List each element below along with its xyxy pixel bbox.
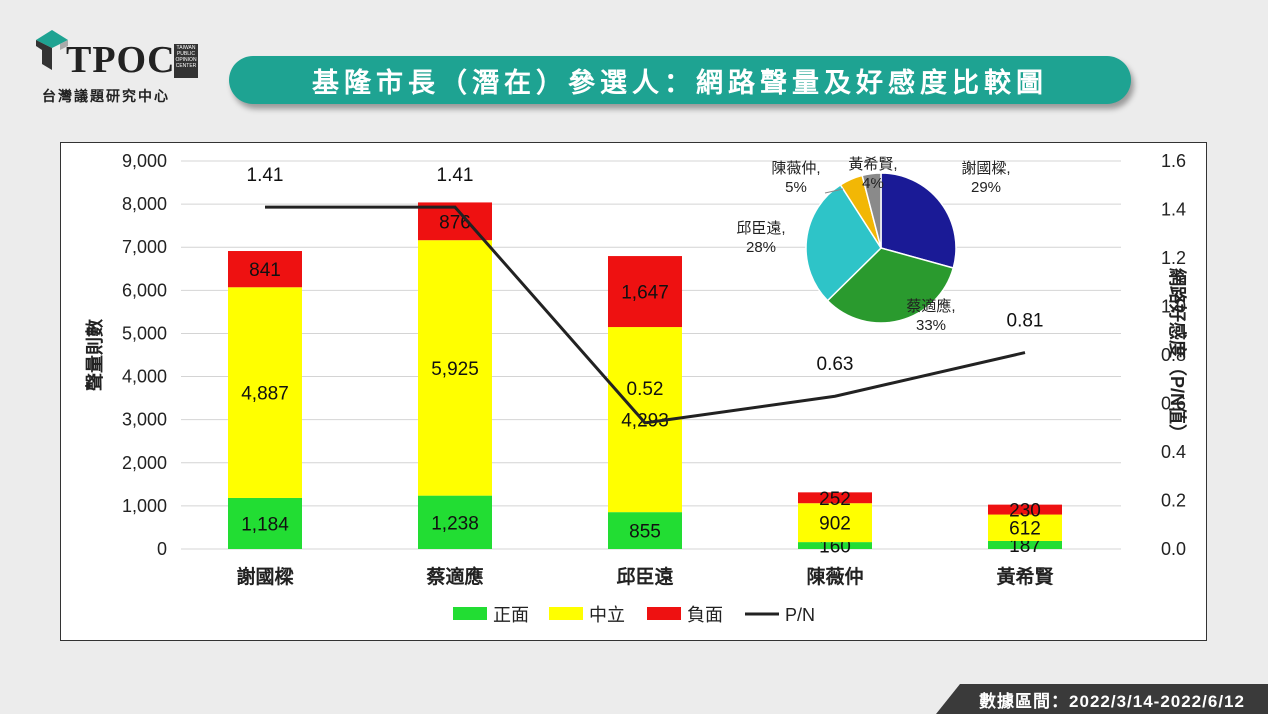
legend-label: P/N xyxy=(785,605,815,625)
bar-segment xyxy=(228,287,302,498)
legend-swatch xyxy=(549,607,583,620)
pie-slice-percent: 29% xyxy=(971,179,1001,196)
x-tick-label: 邱臣遠 xyxy=(616,566,673,588)
y-tick-label: 9,000 xyxy=(122,151,167,171)
pie-slice-name: 蔡適應, xyxy=(906,297,955,315)
page-title: 基隆市長（潛在）參選人：網路聲量及好感度比較圖 xyxy=(229,56,1131,104)
y-tick-label: 3,000 xyxy=(122,410,167,430)
combo-chart: 0 1,000 2,000 3,000 4,000 5,000 6,000 7,000 8,00… xyxy=(84,151,1188,625)
y-tick-label: 5,000 xyxy=(122,323,167,343)
bar-segment xyxy=(988,540,1062,549)
bar-data-label: 4,887 xyxy=(241,384,289,405)
y-tick-label: 2,000 xyxy=(122,453,167,473)
y2-axis-label: 網路好感度（P/N值） xyxy=(1167,268,1188,442)
pn-data-label: 0.52 xyxy=(627,379,664,400)
pn-data-label: 0.81 xyxy=(1007,311,1044,332)
legend-label: 中立 xyxy=(589,605,625,625)
bar-segment xyxy=(988,504,1062,515)
legend-swatch xyxy=(453,607,487,620)
y-tick-label: 7,000 xyxy=(122,237,167,257)
bar-segment xyxy=(798,542,872,549)
legend-swatch xyxy=(647,607,681,620)
pie-slice-name: 黃希賢, xyxy=(848,156,897,173)
bar-data-label: 1,238 xyxy=(431,513,479,534)
bar-data-label: 252 xyxy=(819,489,851,510)
pie-slice xyxy=(826,247,955,324)
logo-cube-icon xyxy=(36,30,68,70)
y2-tick-label: 0.4 xyxy=(1161,442,1186,462)
y-tick-label: 0 xyxy=(157,539,167,559)
y2-tick-label: 1.2 xyxy=(1161,248,1186,268)
logo-text: TPOC xyxy=(66,39,176,81)
pie-leader-line xyxy=(824,188,844,194)
chart-frame: 0 1,000 2,000 3,000 4,000 5,000 6,000 7,000 8,00… xyxy=(60,142,1207,641)
bar-segment xyxy=(798,503,872,543)
y-axis-label: 聲量則數 xyxy=(84,319,105,391)
bar-data-label: 855 xyxy=(629,522,661,543)
pie-slice-name: 邱臣遠, xyxy=(736,220,785,237)
x-tick-label: 謝國樑 xyxy=(236,565,294,588)
bar-segment xyxy=(608,256,682,328)
y2-tick-label: 1.6 xyxy=(1161,151,1186,171)
y-tick-label: 4,000 xyxy=(122,367,167,387)
pie-slice xyxy=(805,183,882,302)
pie-slice-name: 陳薇仲, xyxy=(771,160,820,177)
pie-slice-percent: 28% xyxy=(746,239,776,256)
logo-chinese-name: 台灣議題研究中心 xyxy=(42,88,170,104)
bar-segment xyxy=(228,497,302,549)
bar-segment xyxy=(418,495,492,549)
bar-data-label: 612 xyxy=(1009,519,1041,540)
y2-tick-label: 0.8 xyxy=(1161,345,1186,365)
y2-tick-label: 1.4 xyxy=(1161,200,1186,220)
bar-segment xyxy=(608,512,682,549)
y2-tick-label: 0.2 xyxy=(1161,491,1186,511)
x-tick-label: 蔡適應 xyxy=(426,565,483,588)
bar-segment xyxy=(228,251,302,288)
pie-slice-percent: 33% xyxy=(916,317,946,334)
bar-segment xyxy=(418,240,492,496)
y-tick-label: 1,000 xyxy=(122,496,167,516)
pn-series-line xyxy=(265,205,1026,425)
bar-data-label: 1,184 xyxy=(241,514,289,535)
bar-data-label: 1,647 xyxy=(621,283,669,304)
legend-label: 負面 xyxy=(687,605,723,625)
y-tick-label: 8,000 xyxy=(122,194,167,214)
y2-tick-label: 0.0 xyxy=(1161,539,1186,559)
y2-tick-label: 0.6 xyxy=(1161,394,1186,414)
pie-slice-percent: 4% xyxy=(862,175,884,192)
pie-slice-percent: 5% xyxy=(785,179,807,196)
pie-slice xyxy=(880,172,957,269)
bar-segment xyxy=(798,492,872,504)
pie-slice-name: 謝國樑, xyxy=(961,160,1010,177)
pn-data-label: 0.63 xyxy=(817,354,854,375)
date-range-footer: 數據區間：2022/3/14-2022/6/12 xyxy=(936,684,1268,714)
y-tick-label: 6,000 xyxy=(122,280,167,300)
bar-data-label: 5,925 xyxy=(431,359,479,380)
logo-side-text: TAIWAN PUBLIC OPINION CENTER xyxy=(174,44,198,78)
bar-data-label: 841 xyxy=(249,260,281,281)
x-tick-label: 黃希賢 xyxy=(996,565,1054,588)
bar-data-label: 876 xyxy=(439,212,471,233)
pn-data-label: 1.41 xyxy=(437,165,474,186)
bar-data-label: 902 xyxy=(819,514,851,535)
y2-tick-label: 1.0 xyxy=(1161,297,1186,317)
x-tick-label: 陳薇仲 xyxy=(806,565,863,588)
pie-slice xyxy=(861,172,882,249)
bar-data-label: 230 xyxy=(1009,501,1041,522)
tpoc-logo: TPOC TAIWAN PUBLIC OPINION CENTER 台灣議題研究… xyxy=(34,26,204,106)
bar-segment xyxy=(988,514,1062,541)
bar-data-label: 187 xyxy=(1009,536,1041,557)
pie-leader-line xyxy=(872,176,876,182)
legend-label: 正面 xyxy=(493,605,529,625)
pn-data-label: 1.41 xyxy=(247,165,284,186)
